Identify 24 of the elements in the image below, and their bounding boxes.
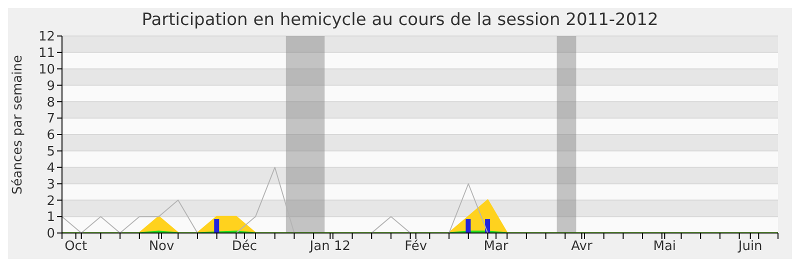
y-tick-label: 3 xyxy=(46,177,55,192)
y-tick-label: 0 xyxy=(46,226,55,242)
x-tick-label: Oct xyxy=(64,239,88,254)
y-tick-label: 7 xyxy=(46,112,55,127)
y-tick-label: 10 xyxy=(38,62,55,78)
y-tick-label: 12 xyxy=(38,30,55,45)
y-tick-label: 5 xyxy=(46,144,55,160)
y-tick-label: 9 xyxy=(46,78,55,94)
x-tick-label: Déc xyxy=(232,239,258,254)
x-tick-label: Jan 12 xyxy=(308,239,351,254)
y-tick-label: 11 xyxy=(38,46,55,62)
x-tick-label: Mar xyxy=(484,239,509,254)
x-tick-label: Fév xyxy=(404,239,428,254)
y-tick-label: 2 xyxy=(46,194,55,209)
x-tick-label: Nov xyxy=(148,239,175,254)
y-tick-label: 6 xyxy=(46,128,55,144)
x-tick-label: Juin xyxy=(737,239,762,254)
chart-title: Participation en hemicycle au cours de la session 2011-2012 xyxy=(140,10,660,30)
y-tick-label: 1 xyxy=(46,210,55,226)
y-tick-label: 4 xyxy=(46,160,55,176)
x-tick-label: Avr xyxy=(571,239,593,254)
y-axis-title: Séances par semaine xyxy=(10,55,26,194)
x-tick-label: Mai xyxy=(653,239,676,254)
y-tick-label: 8 xyxy=(46,95,55,110)
